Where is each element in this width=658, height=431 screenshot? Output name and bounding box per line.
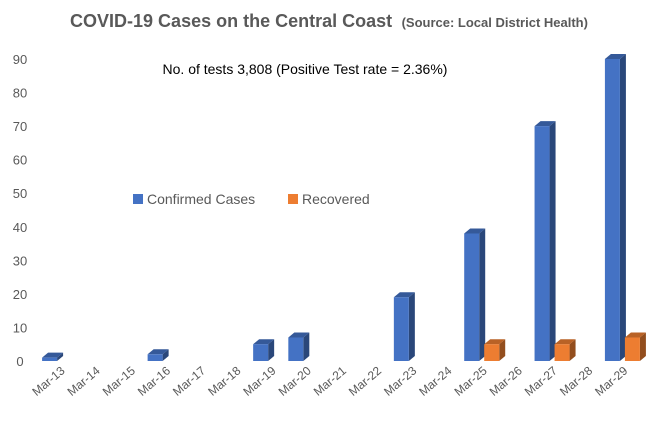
y-tick-label: 60 [13, 153, 27, 168]
bar-confirmed [288, 332, 310, 361]
bar-recovered [554, 339, 576, 361]
legend-swatch [288, 194, 298, 204]
x-tick-label: Mar-17 [170, 363, 208, 398]
y-tick-label: 90 [13, 52, 27, 67]
y-axis: 0 10 20 30 40 50 60 70 80 90 [13, 52, 27, 369]
bar-recovered [624, 332, 646, 361]
x-tick-label: Mar-23 [381, 363, 419, 398]
chart-title: COVID-19 Cases on the Central Coast (Sou… [70, 11, 588, 31]
legend-label: Confirmed Cases [147, 191, 255, 207]
x-tick-label: Mar-21 [311, 363, 349, 398]
y-tick-label: 0 [16, 354, 23, 369]
bar-confirmed [253, 339, 275, 361]
chart-title-main: COVID-19 Cases on the Central Coast [70, 11, 392, 31]
legend-item: Recovered [288, 191, 370, 207]
x-tick-label: Mar-19 [240, 363, 278, 398]
x-tick-label: Mar-24 [416, 363, 454, 398]
bars-group [42, 54, 646, 361]
bar-confirmed [42, 352, 64, 361]
legend: Confirmed Cases Recovered [133, 191, 370, 207]
bar-confirmed [604, 54, 626, 361]
bar-confirmed [393, 292, 415, 361]
y-tick-label: 50 [13, 186, 27, 201]
bar-confirmed [464, 228, 486, 361]
y-tick-label: 20 [13, 287, 27, 302]
x-tick-label: Mar-27 [522, 363, 560, 398]
x-tick-label: Mar-25 [452, 363, 490, 398]
y-tick-label: 10 [13, 320, 27, 335]
legend-label: Recovered [302, 191, 370, 207]
x-tick-label: Mar-20 [276, 363, 314, 398]
x-tick-label: Mar-28 [557, 363, 595, 398]
x-tick-label: Mar-22 [346, 363, 384, 398]
x-tick-label: Mar-16 [135, 363, 173, 398]
x-tick-label: Mar-29 [592, 363, 630, 398]
y-tick-label: 40 [13, 220, 27, 235]
legend-swatch [133, 194, 143, 204]
x-axis: Mar-13Mar-14Mar-15Mar-16Mar-17Mar-18Mar-… [29, 363, 630, 398]
x-tick-label: Mar-14 [65, 363, 103, 398]
chart-annotation: No. of tests 3,808 (Positive Test rate =… [163, 61, 448, 77]
bar-recovered [484, 339, 506, 361]
bar-confirmed [534, 121, 556, 361]
x-tick-label: Mar-15 [100, 363, 138, 398]
x-tick-label: Mar-13 [29, 363, 67, 398]
y-tick-label: 80 [13, 86, 27, 101]
x-tick-label: Mar-26 [487, 363, 525, 398]
x-tick-label: Mar-18 [205, 363, 243, 398]
chart-title-source: (Source: Local District Health) [402, 15, 588, 30]
y-tick-label: 70 [13, 119, 27, 134]
legend-item: Confirmed Cases [133, 191, 255, 207]
y-tick-label: 30 [13, 253, 27, 268]
bar-confirmed [147, 349, 169, 361]
